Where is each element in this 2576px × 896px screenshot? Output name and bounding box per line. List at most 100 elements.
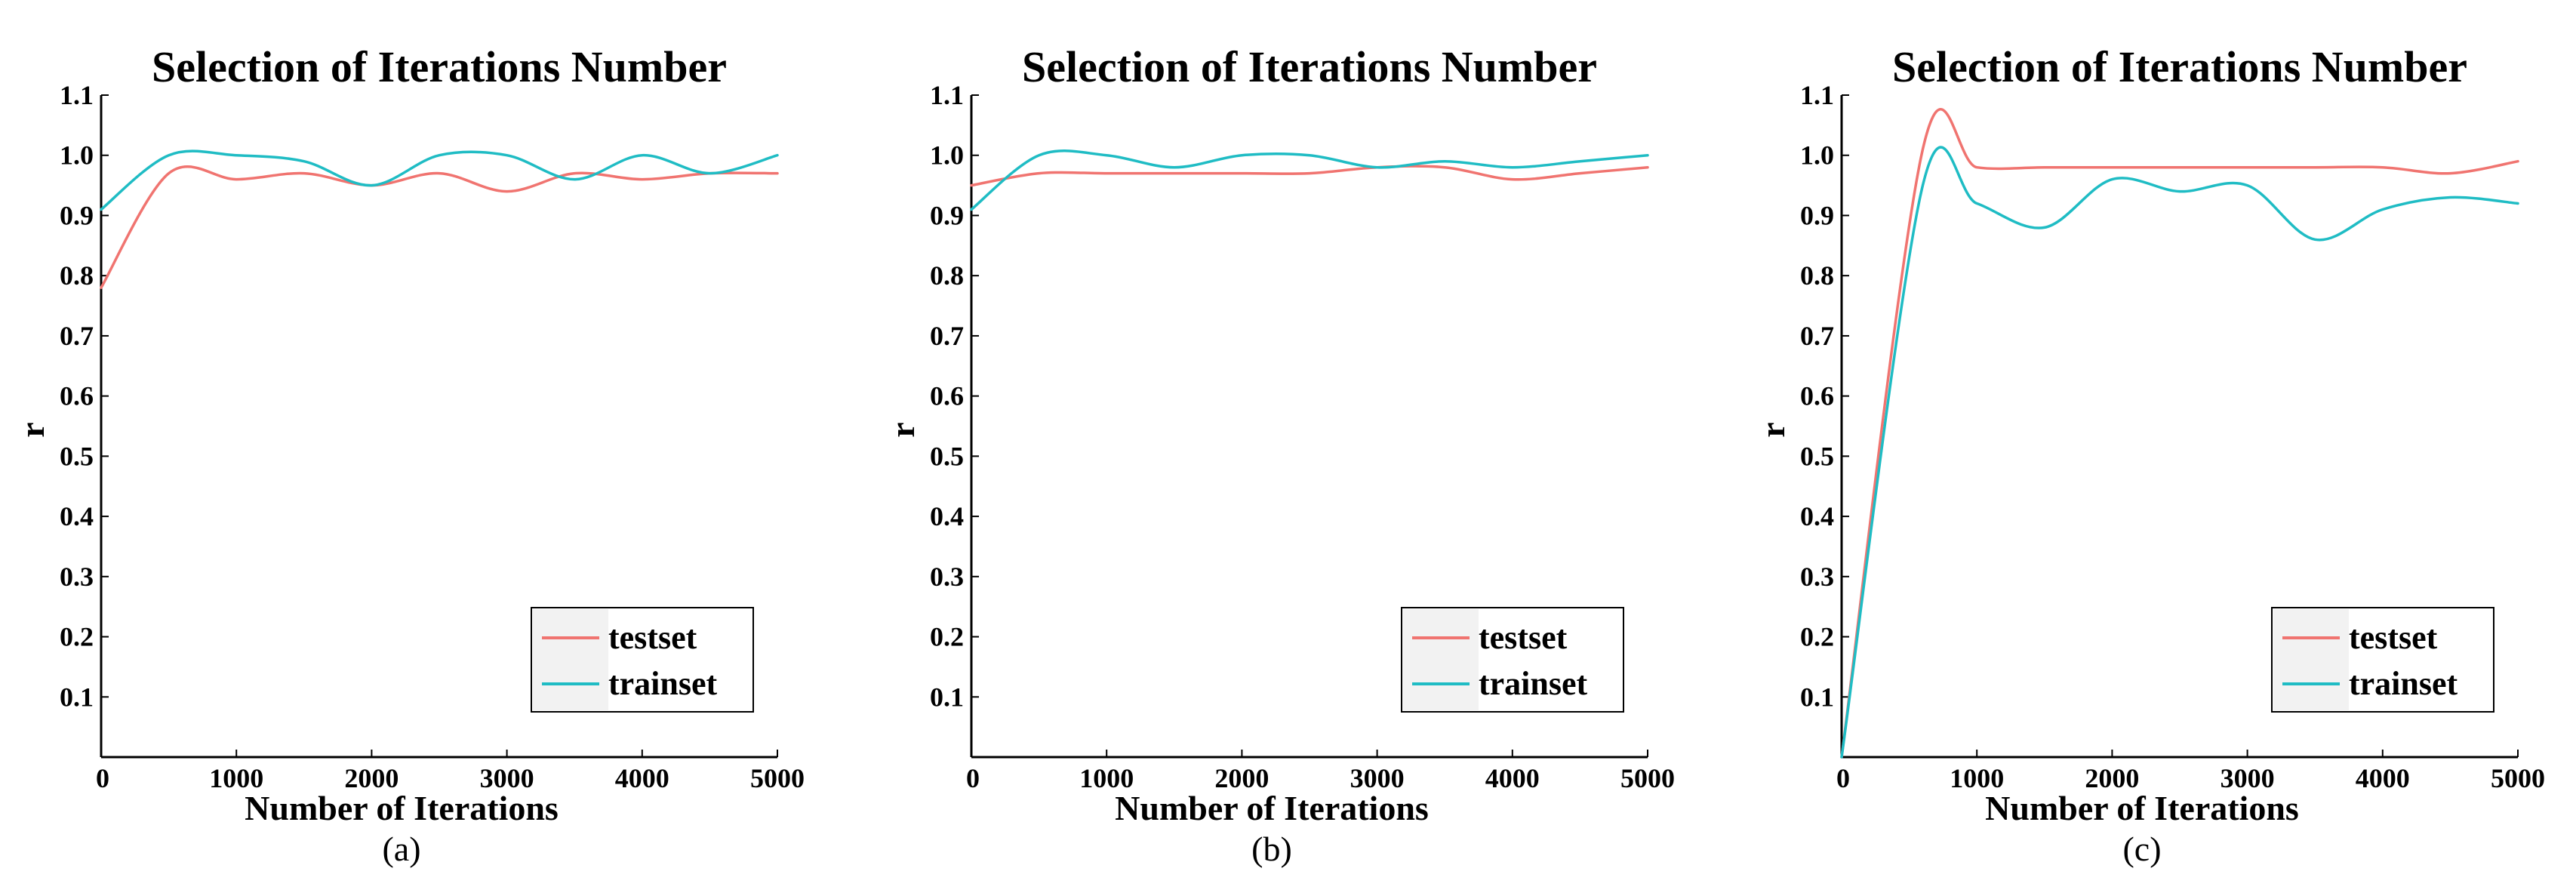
y-tick-label: 0.1: [930, 682, 964, 712]
y-tick-label: 0.1: [60, 682, 94, 712]
x-tick-label: 1000: [1950, 763, 2004, 793]
chart-title: Selection of Iterations Number: [152, 42, 727, 91]
data-point-testset: [506, 191, 507, 192]
legend-swatch-area: [2273, 609, 2349, 710]
x-tick-label: 5000: [2491, 763, 2545, 793]
data-point-testset: [1512, 179, 1513, 180]
x-axis-label: Number of Iterations: [1985, 789, 2299, 827]
x-tick-label: 2000: [344, 763, 399, 793]
data-point-trainset: [371, 185, 372, 186]
x-tick-label: 5000: [750, 763, 805, 793]
legend-label: trainset: [2349, 665, 2458, 702]
data-point-testset: [2382, 167, 2383, 168]
y-tick-label: 1.0: [1800, 140, 1834, 171]
series-line-trainset: [970, 149, 1649, 211]
y-tick-label: 0.6: [930, 381, 964, 411]
y-tick-label: 0.8: [930, 260, 964, 291]
y-tick-label: 0.3: [60, 562, 94, 592]
x-tick-label: 3000: [2221, 763, 2275, 793]
legend: testset trainset: [531, 607, 754, 713]
data-point-trainset: [101, 209, 102, 210]
data-point-trainset: [971, 209, 972, 210]
series-line-testset: [970, 165, 1649, 187]
y-tick-label: 0.9: [60, 200, 94, 230]
y-tick-label: 0.1: [1800, 682, 1834, 712]
data-point-testset: [2180, 167, 2181, 168]
legend: testset trainset: [2271, 607, 2494, 713]
series-line-trainset: [1840, 146, 2519, 759]
y-axis-label: r: [1753, 422, 1792, 437]
y-tick-label: 0.3: [930, 562, 964, 592]
data-point-testset: [2315, 167, 2316, 168]
y-tick-label: 0.6: [60, 381, 94, 411]
legend-label: testset: [608, 619, 697, 656]
chart-panel-1: Selection of Iterations Number 0.1 0.2 0.3 0…: [13, 42, 805, 868]
data-point-trainset: [1922, 185, 1923, 186]
y-tick-label: 1.0: [60, 140, 94, 171]
x-axis-label: Number of Iterations: [245, 789, 559, 827]
y-tick-label: 0.9: [1800, 200, 1834, 230]
y-tick-label: 1.1: [60, 80, 94, 110]
legend-label: trainset: [608, 665, 718, 702]
x-tick-label: 0: [96, 763, 109, 793]
series-line-trainset: [100, 149, 779, 211]
y-axis-label: r: [883, 422, 922, 437]
y-tick-label: 0.7: [1800, 321, 1834, 351]
data-point-testset: [2044, 167, 2045, 168]
legend-swatch-area: [1403, 609, 1479, 710]
y-tick-label: 1.1: [1800, 80, 1834, 110]
y-tick-label: 0.8: [1800, 260, 1834, 291]
data-point-testset: [2450, 173, 2451, 174]
x-tick-label: 4000: [1485, 763, 1540, 793]
x-tick-label: 1000: [209, 763, 263, 793]
y-tick-label: 0.5: [60, 441, 94, 471]
y-tick-label: 1.1: [930, 80, 964, 110]
legend-label: trainset: [1479, 665, 1588, 702]
data-point-testset: [303, 173, 304, 174]
x-tick-label: 3000: [1350, 763, 1405, 793]
chart-title: Selection of Iterations Number: [1892, 42, 2467, 91]
series-line-testset: [100, 165, 779, 289]
data-point-testset: [439, 173, 440, 174]
x-tick-label: 5000: [1620, 763, 1675, 793]
y-tick-label: 0.5: [930, 441, 964, 471]
y-tick-label: 0.7: [60, 321, 94, 351]
data-point-testset: [1106, 173, 1107, 174]
y-tick-label: 0.2: [930, 622, 964, 652]
y-axis-label: r: [13, 422, 51, 437]
chart-panel-3: Selection of Iterations Number 0.1 0.2 0.3 0…: [1753, 42, 2545, 868]
y-tick-label: 0.2: [1800, 622, 1834, 652]
x-axis-label: Number of Iterations: [1115, 789, 1429, 827]
y-tick-label: 0.4: [1800, 501, 1834, 531]
legend-label: testset: [2349, 619, 2438, 656]
x-tick-label: 4000: [2356, 763, 2410, 793]
data-point-trainset: [1512, 167, 1513, 168]
data-point-testset: [777, 173, 778, 174]
data-point-trainset: [303, 161, 304, 162]
data-point-trainset: [709, 173, 710, 174]
x-tick-label: 1000: [1079, 763, 1134, 793]
y-tick-label: 0.5: [1800, 441, 1834, 471]
y-tick-label: 0.3: [1800, 562, 1834, 592]
legend-label: testset: [1479, 619, 1568, 656]
y-tick-label: 0.2: [60, 622, 94, 652]
panel-caption: (a): [382, 830, 420, 868]
y-tick-label: 1.0: [930, 140, 964, 171]
y-tick-label: 0.6: [1800, 381, 1834, 411]
x-tick-label: 0: [1836, 763, 1850, 793]
data-point-testset: [2112, 167, 2113, 168]
data-point-testset: [574, 173, 575, 174]
data-point-testset: [236, 179, 237, 180]
x-tick-label: 2000: [2085, 763, 2139, 793]
y-tick-label: 0.9: [930, 200, 964, 230]
chart-panel-2: Selection of Iterations Number 0.1 0.2 0.3 0…: [883, 42, 1675, 868]
legend: testset trainset: [1401, 607, 1624, 713]
data-point-trainset: [2450, 197, 2451, 198]
data-point-trainset: [2044, 227, 2045, 228]
data-point-trainset: [2518, 203, 2519, 204]
data-point-trainset: [2315, 239, 2316, 240]
data-point-trainset: [2112, 179, 2113, 180]
y-tick-label: 0.4: [60, 501, 94, 531]
x-tick-label: 4000: [615, 763, 669, 793]
